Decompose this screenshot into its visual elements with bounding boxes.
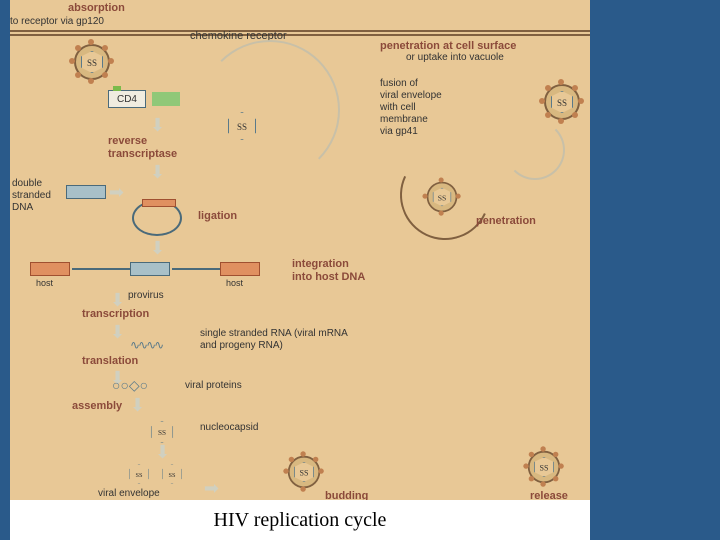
virus-budding: SS xyxy=(284,452,324,492)
label-budding: budding xyxy=(325,490,368,500)
integration-line-2 xyxy=(172,268,220,270)
ssrna-squiggle: ∿∿∿∿ xyxy=(130,338,190,352)
label-penetration-top-b: or uptake into vacuole xyxy=(406,52,504,64)
cd4-label: CD4 xyxy=(117,94,137,105)
arrow-down-8: ⬇ xyxy=(155,442,170,463)
integration-line-1 xyxy=(72,268,130,270)
label-assembly: assembly xyxy=(72,400,122,413)
arrow-down-3: ⬇ xyxy=(150,238,165,259)
label-translation: translation xyxy=(82,355,138,368)
label-rt: reverse transcriptase xyxy=(108,135,177,161)
green-receptor xyxy=(152,92,180,106)
label-viralproteins: viral proteins xyxy=(185,380,242,392)
arrow-right-1: ⬇ xyxy=(202,481,223,496)
label-transcription: transcription xyxy=(82,308,149,321)
label-host1: host xyxy=(36,278,53,289)
hex-nucleocapsid-2: SS xyxy=(129,464,149,484)
label-nucleocapsid: nucleocapsid xyxy=(200,422,258,434)
arrow-down-5: ⬇ xyxy=(110,322,125,343)
virus-vacuole: SS xyxy=(423,178,460,215)
caption-bar: HIV replication cycle xyxy=(10,500,590,540)
label-host2: host xyxy=(226,278,243,289)
label-integration: integration into host DNA xyxy=(292,258,365,284)
arrow-left-1: ⬇ xyxy=(107,185,128,200)
hex-nucleocapsid-1: SS xyxy=(151,421,173,443)
provirus-box xyxy=(130,262,170,276)
caption-text: HIV replication cycle xyxy=(214,509,387,531)
label-release: release xyxy=(530,490,568,500)
label-absorption: absorption xyxy=(68,2,125,15)
label-dsdna: double stranded DNA xyxy=(12,178,51,214)
protein-cluster: ○○◇○ xyxy=(112,378,148,395)
arrow-down-1: ⬇ xyxy=(150,115,165,136)
label-penetration2: penetration xyxy=(476,215,536,228)
virus-incoming: SS xyxy=(540,80,584,124)
cell-membrane-inner xyxy=(10,34,590,36)
arrow-down-2: ⬇ xyxy=(150,162,165,183)
label-ligation: ligation xyxy=(198,210,237,223)
diagram-area: absorption to receptor via gp120 chemoki… xyxy=(10,0,590,500)
label-envelope: viral envelope proteins xyxy=(98,488,160,500)
label-absorption-sub: to receptor via gp120 xyxy=(10,16,104,28)
incoming-curve xyxy=(505,120,565,180)
host-box-1 xyxy=(30,262,70,276)
arrow-down-7: ⬇ xyxy=(130,395,145,416)
cell-membrane xyxy=(10,30,590,32)
virus-release: SS xyxy=(524,447,564,487)
entry-curve xyxy=(200,40,340,180)
host-box-2 xyxy=(220,262,260,276)
dsdna-box xyxy=(66,185,106,199)
label-provirus: provirus xyxy=(128,290,164,302)
label-fusion: fusion of viral envelope with cell membr… xyxy=(380,78,442,138)
virus-absorption: SS xyxy=(70,40,114,84)
plasmid xyxy=(132,200,182,236)
hex-nucleocapsid-3: SS xyxy=(162,464,182,484)
label-ssrna: single stranded RNA (viral mRNA and prog… xyxy=(200,328,348,352)
cd4-receptor: CD4 xyxy=(108,90,146,108)
